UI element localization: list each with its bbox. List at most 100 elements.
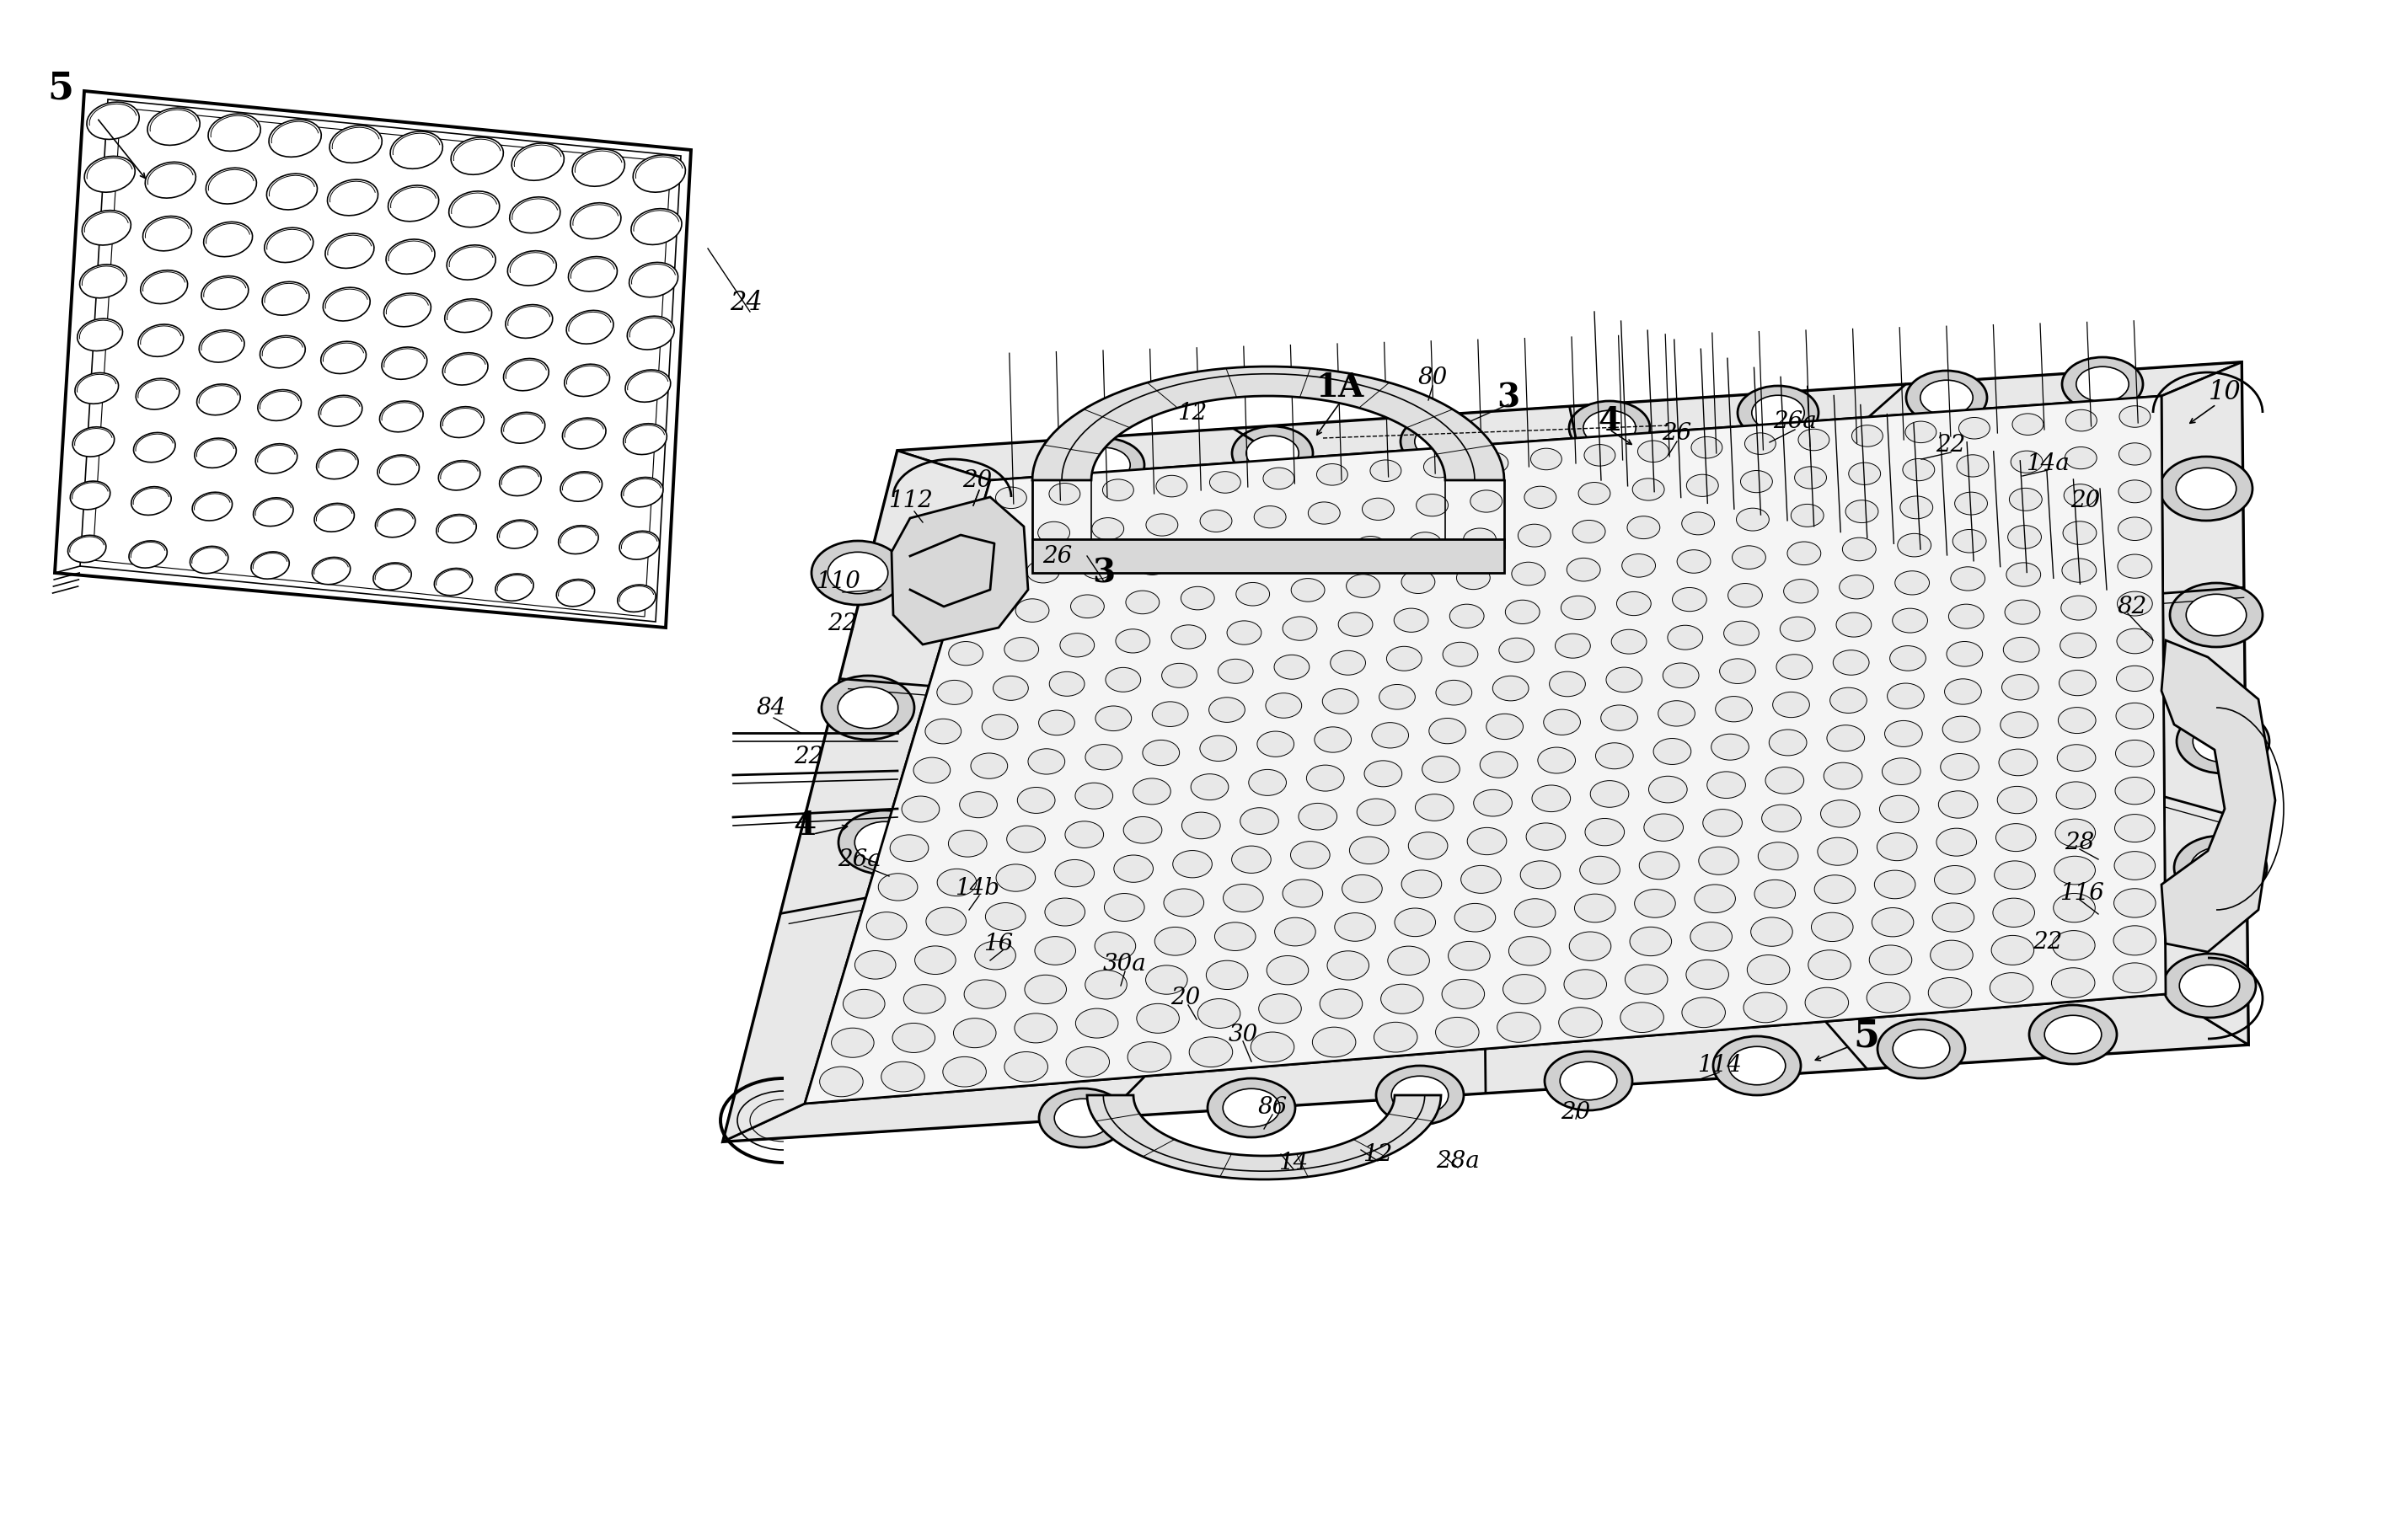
Ellipse shape bbox=[1254, 507, 1285, 528]
Ellipse shape bbox=[2059, 633, 2095, 658]
Polygon shape bbox=[2162, 362, 2248, 1044]
Ellipse shape bbox=[1730, 1047, 1785, 1084]
Ellipse shape bbox=[984, 525, 1015, 548]
Ellipse shape bbox=[1218, 659, 1254, 684]
Ellipse shape bbox=[855, 950, 896, 979]
Ellipse shape bbox=[1448, 941, 1491, 970]
Ellipse shape bbox=[2119, 480, 2150, 502]
Ellipse shape bbox=[1579, 856, 1620, 884]
Ellipse shape bbox=[81, 211, 131, 245]
Ellipse shape bbox=[268, 174, 318, 209]
Ellipse shape bbox=[1866, 983, 1911, 1013]
Ellipse shape bbox=[1457, 567, 1491, 590]
Ellipse shape bbox=[1906, 371, 1988, 425]
Ellipse shape bbox=[1077, 448, 1130, 482]
Ellipse shape bbox=[1065, 1047, 1108, 1076]
Ellipse shape bbox=[437, 514, 475, 542]
Ellipse shape bbox=[1498, 638, 1534, 662]
Text: 114: 114 bbox=[1696, 1055, 1742, 1076]
Ellipse shape bbox=[506, 305, 552, 339]
Ellipse shape bbox=[1894, 571, 1930, 594]
Ellipse shape bbox=[2193, 721, 2253, 762]
Ellipse shape bbox=[1648, 776, 1687, 802]
Ellipse shape bbox=[497, 521, 538, 548]
Ellipse shape bbox=[1424, 456, 1455, 477]
Ellipse shape bbox=[1720, 659, 1756, 684]
Ellipse shape bbox=[982, 715, 1018, 739]
Ellipse shape bbox=[1531, 448, 1562, 470]
Ellipse shape bbox=[901, 796, 939, 822]
Ellipse shape bbox=[1765, 767, 1804, 793]
Ellipse shape bbox=[1037, 522, 1070, 544]
Ellipse shape bbox=[1629, 927, 1672, 956]
Ellipse shape bbox=[1206, 1078, 1295, 1138]
Ellipse shape bbox=[1343, 875, 1383, 902]
Ellipse shape bbox=[819, 1067, 862, 1096]
Ellipse shape bbox=[1570, 400, 1651, 454]
Ellipse shape bbox=[1906, 422, 1937, 444]
Ellipse shape bbox=[2057, 744, 2095, 772]
Ellipse shape bbox=[253, 497, 294, 527]
Ellipse shape bbox=[1235, 582, 1269, 605]
Ellipse shape bbox=[1754, 879, 1797, 909]
Ellipse shape bbox=[839, 687, 898, 728]
Ellipse shape bbox=[203, 222, 253, 257]
Ellipse shape bbox=[1947, 642, 1983, 667]
Ellipse shape bbox=[1515, 899, 1555, 927]
Ellipse shape bbox=[2119, 407, 2150, 427]
Ellipse shape bbox=[1070, 594, 1104, 618]
Ellipse shape bbox=[1830, 687, 1866, 713]
Ellipse shape bbox=[2000, 748, 2038, 776]
Ellipse shape bbox=[452, 137, 504, 174]
Ellipse shape bbox=[2064, 522, 2098, 545]
Text: 1A: 1A bbox=[1316, 371, 1364, 403]
Ellipse shape bbox=[1374, 1023, 1417, 1052]
Ellipse shape bbox=[561, 471, 602, 502]
Ellipse shape bbox=[882, 1061, 925, 1092]
Ellipse shape bbox=[569, 257, 616, 291]
Ellipse shape bbox=[1381, 984, 1424, 1013]
Ellipse shape bbox=[205, 168, 256, 203]
Ellipse shape bbox=[1708, 772, 1746, 798]
Ellipse shape bbox=[1682, 513, 1715, 534]
Ellipse shape bbox=[1228, 621, 1261, 645]
Ellipse shape bbox=[1840, 574, 1873, 599]
Ellipse shape bbox=[315, 504, 354, 531]
Ellipse shape bbox=[1331, 650, 1367, 675]
Ellipse shape bbox=[146, 162, 196, 199]
Ellipse shape bbox=[1054, 1098, 1111, 1137]
Ellipse shape bbox=[2114, 852, 2155, 879]
Ellipse shape bbox=[1565, 970, 1605, 999]
Ellipse shape bbox=[1885, 721, 1923, 747]
Text: 28: 28 bbox=[2064, 832, 2095, 853]
Ellipse shape bbox=[373, 562, 411, 590]
Ellipse shape bbox=[1350, 836, 1388, 864]
Ellipse shape bbox=[1560, 1061, 1617, 1100]
Ellipse shape bbox=[1875, 870, 1916, 899]
Text: 24: 24 bbox=[729, 290, 762, 316]
Ellipse shape bbox=[385, 293, 430, 326]
Ellipse shape bbox=[1135, 553, 1168, 574]
Ellipse shape bbox=[2012, 451, 2043, 473]
Ellipse shape bbox=[1264, 468, 1295, 490]
Ellipse shape bbox=[1063, 437, 1144, 491]
Ellipse shape bbox=[925, 719, 960, 744]
Ellipse shape bbox=[1639, 852, 1679, 879]
Ellipse shape bbox=[839, 810, 932, 875]
Ellipse shape bbox=[2055, 893, 2095, 922]
Ellipse shape bbox=[1085, 744, 1123, 770]
Ellipse shape bbox=[1510, 936, 1550, 966]
Ellipse shape bbox=[1617, 591, 1651, 616]
Ellipse shape bbox=[2119, 517, 2152, 541]
Ellipse shape bbox=[1785, 579, 1818, 604]
Ellipse shape bbox=[265, 228, 313, 262]
Ellipse shape bbox=[1663, 664, 1699, 688]
Ellipse shape bbox=[1371, 722, 1410, 748]
Ellipse shape bbox=[1737, 387, 1818, 440]
Ellipse shape bbox=[1935, 865, 1976, 893]
Text: 12: 12 bbox=[1178, 402, 1206, 424]
Ellipse shape bbox=[1699, 847, 1739, 875]
Ellipse shape bbox=[1214, 922, 1257, 950]
Ellipse shape bbox=[1880, 796, 1918, 822]
Ellipse shape bbox=[1199, 510, 1233, 531]
